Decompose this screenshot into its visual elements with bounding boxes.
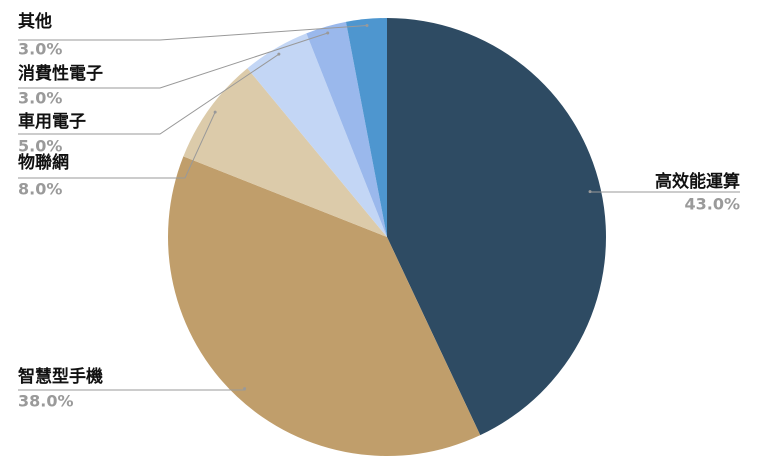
slice-value: 8.0% (18, 180, 62, 199)
pie-slice (345, 18, 387, 237)
pie-slice (167, 156, 481, 456)
leader-dot (243, 387, 247, 391)
leader-dot (326, 31, 330, 35)
leader-dot (588, 190, 592, 194)
slice-label: 高效能運算 (655, 171, 740, 192)
pie-slice (306, 21, 387, 238)
leader-line (18, 388, 246, 391)
slice-label: 車用電子 (18, 111, 86, 132)
leader-dot (277, 52, 281, 56)
slice-value: 3.0% (18, 89, 62, 108)
leader-line (18, 111, 216, 179)
pie-slice (183, 68, 387, 237)
pie-slice (247, 33, 387, 237)
slice-value: 43.0% (684, 195, 740, 214)
slice-label: 智慧型手機 (18, 366, 103, 387)
leader-dot (213, 110, 217, 114)
leader-dot (365, 24, 369, 28)
slice-label: 物聯網 (18, 152, 69, 173)
leader-line (18, 25, 368, 41)
leader-line (18, 32, 328, 89)
leader-line (18, 53, 280, 135)
slice-label: 其他 (18, 11, 52, 32)
pie-slice (387, 18, 607, 436)
slice-value: 38.0% (18, 392, 74, 411)
slice-value: 5.0% (18, 137, 62, 156)
slice-label: 消費性電子 (18, 63, 103, 84)
slice-value: 3.0% (18, 40, 62, 59)
